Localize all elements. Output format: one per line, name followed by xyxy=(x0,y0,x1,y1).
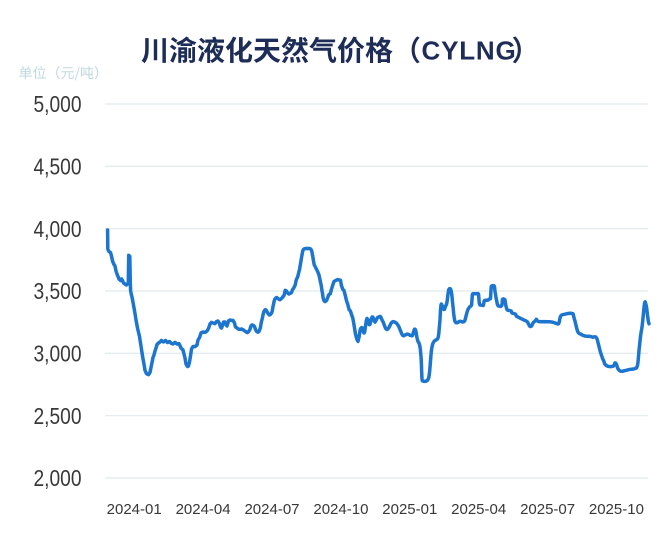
svg-text:2025-10: 2025-10 xyxy=(589,501,644,518)
svg-text:2,000: 2,000 xyxy=(34,465,82,491)
svg-text:4,000: 4,000 xyxy=(34,216,82,242)
svg-text:CYLNG: CYLNG xyxy=(422,35,517,65)
svg-text:2024-10: 2024-10 xyxy=(313,501,368,518)
svg-text:2024-01: 2024-01 xyxy=(107,501,162,518)
svg-text:2025-07: 2025-07 xyxy=(520,501,575,518)
svg-text:2024-07: 2024-07 xyxy=(244,501,299,518)
svg-text:3,000: 3,000 xyxy=(34,341,82,367)
svg-text:2024-04: 2024-04 xyxy=(176,501,231,518)
svg-text:2,500: 2,500 xyxy=(34,403,82,429)
svg-text:4,500: 4,500 xyxy=(34,154,82,180)
svg-text:5,000: 5,000 xyxy=(34,91,82,117)
svg-text:2025-04: 2025-04 xyxy=(451,501,506,518)
svg-text:3,500: 3,500 xyxy=(34,278,82,304)
svg-text:2025-01: 2025-01 xyxy=(382,501,437,518)
